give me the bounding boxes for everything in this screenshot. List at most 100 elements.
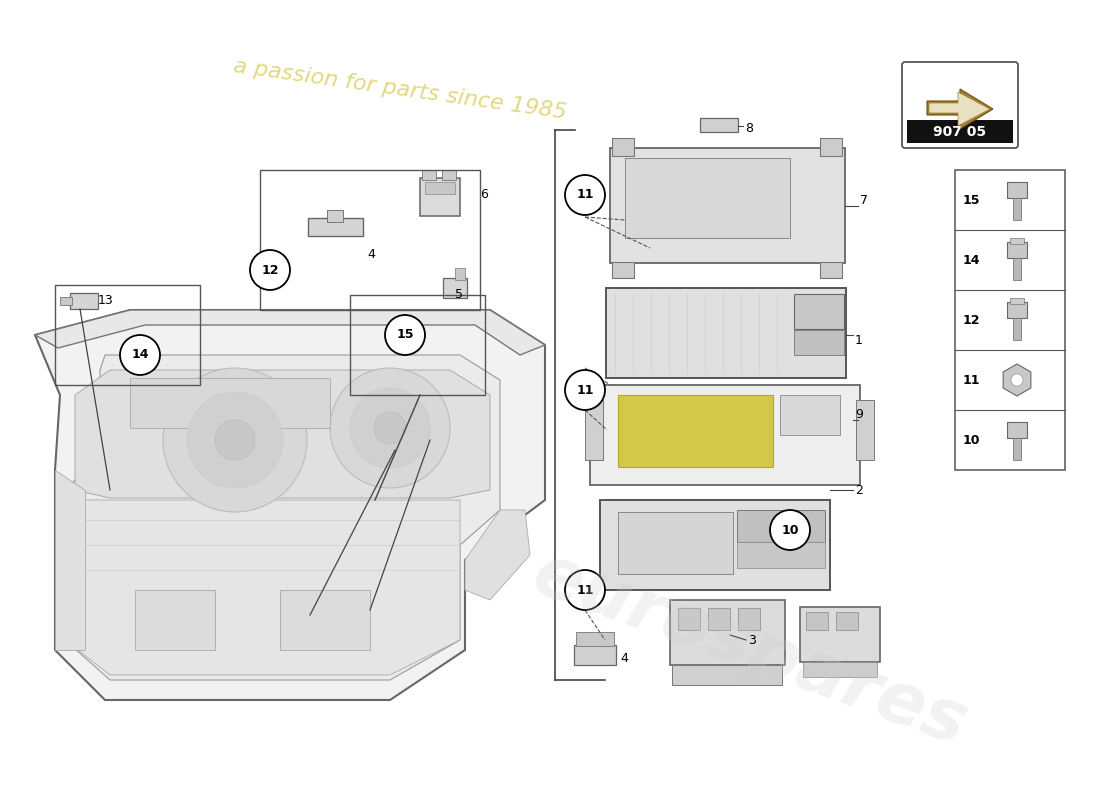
Text: 9: 9 <box>855 409 862 422</box>
Polygon shape <box>35 310 544 700</box>
Bar <box>610 148 845 263</box>
Text: 15: 15 <box>962 194 980 206</box>
Text: eurospares: eurospares <box>524 539 977 761</box>
Circle shape <box>187 392 283 488</box>
Bar <box>443 278 468 298</box>
Bar <box>803 662 877 677</box>
Text: 15: 15 <box>396 329 414 342</box>
Text: 12: 12 <box>262 263 278 277</box>
Text: a passion for parts since 1985: a passion for parts since 1985 <box>232 57 568 123</box>
Bar <box>612 262 634 278</box>
Polygon shape <box>927 89 993 129</box>
Bar <box>455 268 465 280</box>
Bar <box>60 297 72 305</box>
Polygon shape <box>465 510 530 600</box>
Text: 11: 11 <box>576 189 594 202</box>
Bar <box>327 210 343 222</box>
Text: 4: 4 <box>620 651 628 665</box>
Circle shape <box>565 570 605 610</box>
FancyBboxPatch shape <box>902 62 1018 148</box>
Text: 10: 10 <box>781 523 799 537</box>
Polygon shape <box>65 500 460 675</box>
Bar <box>794 330 844 355</box>
Bar <box>780 395 840 435</box>
Text: 11: 11 <box>576 583 594 597</box>
Text: 3: 3 <box>748 634 756 646</box>
Circle shape <box>120 335 160 375</box>
Bar <box>672 665 782 685</box>
Bar <box>737 510 825 542</box>
Bar <box>1010 238 1024 244</box>
Polygon shape <box>35 310 544 355</box>
Bar <box>618 395 773 467</box>
Bar <box>820 262 842 278</box>
Polygon shape <box>930 92 990 126</box>
Bar <box>590 385 860 485</box>
Circle shape <box>565 370 605 410</box>
Bar <box>1013 318 1021 340</box>
Bar <box>856 400 875 460</box>
Bar <box>908 120 1013 143</box>
Polygon shape <box>65 355 500 680</box>
Circle shape <box>250 250 290 290</box>
Bar <box>678 608 700 630</box>
Bar <box>576 632 614 646</box>
Bar <box>800 607 880 662</box>
Bar <box>820 138 842 156</box>
Bar <box>836 612 858 630</box>
Bar <box>1006 422 1027 438</box>
Text: 5: 5 <box>455 289 463 302</box>
Bar <box>574 645 616 665</box>
Text: 4: 4 <box>367 249 375 262</box>
Polygon shape <box>55 470 85 650</box>
Text: 907 05: 907 05 <box>934 125 987 139</box>
Circle shape <box>163 368 307 512</box>
Text: 7: 7 <box>860 194 868 206</box>
Bar <box>1013 438 1021 460</box>
Text: 2: 2 <box>855 483 862 497</box>
Text: 11: 11 <box>962 374 980 386</box>
Bar <box>1010 298 1024 304</box>
Bar <box>612 138 634 156</box>
Bar <box>670 600 785 665</box>
Bar <box>794 294 844 329</box>
Polygon shape <box>75 370 490 498</box>
Text: 10: 10 <box>962 434 980 446</box>
Bar <box>600 500 830 590</box>
Bar <box>1006 242 1027 258</box>
Circle shape <box>330 368 450 488</box>
Bar <box>422 170 436 180</box>
Circle shape <box>385 315 425 355</box>
Bar <box>308 218 363 236</box>
Polygon shape <box>1003 364 1031 396</box>
Bar <box>738 608 760 630</box>
Bar <box>130 378 330 428</box>
Text: 14: 14 <box>131 349 149 362</box>
Bar <box>625 158 790 238</box>
Bar <box>1006 302 1027 318</box>
Bar <box>585 400 603 460</box>
Bar <box>955 170 1065 470</box>
Bar <box>1013 198 1021 220</box>
Bar <box>708 608 730 630</box>
Bar <box>700 118 738 132</box>
Bar <box>70 293 98 309</box>
Bar <box>1006 182 1027 198</box>
Bar <box>606 288 846 378</box>
Circle shape <box>214 420 255 460</box>
Circle shape <box>374 412 406 444</box>
Bar <box>280 590 370 650</box>
Bar <box>618 512 733 574</box>
Bar <box>737 542 825 568</box>
Bar <box>135 590 214 650</box>
Bar <box>806 612 828 630</box>
Circle shape <box>770 510 810 550</box>
Bar <box>425 182 455 194</box>
Bar <box>1013 258 1021 280</box>
Text: 1: 1 <box>855 334 862 346</box>
Text: 13: 13 <box>98 294 113 306</box>
Text: 8: 8 <box>745 122 754 134</box>
Text: 14: 14 <box>962 254 980 266</box>
Circle shape <box>1011 374 1023 386</box>
Text: 12: 12 <box>962 314 980 326</box>
